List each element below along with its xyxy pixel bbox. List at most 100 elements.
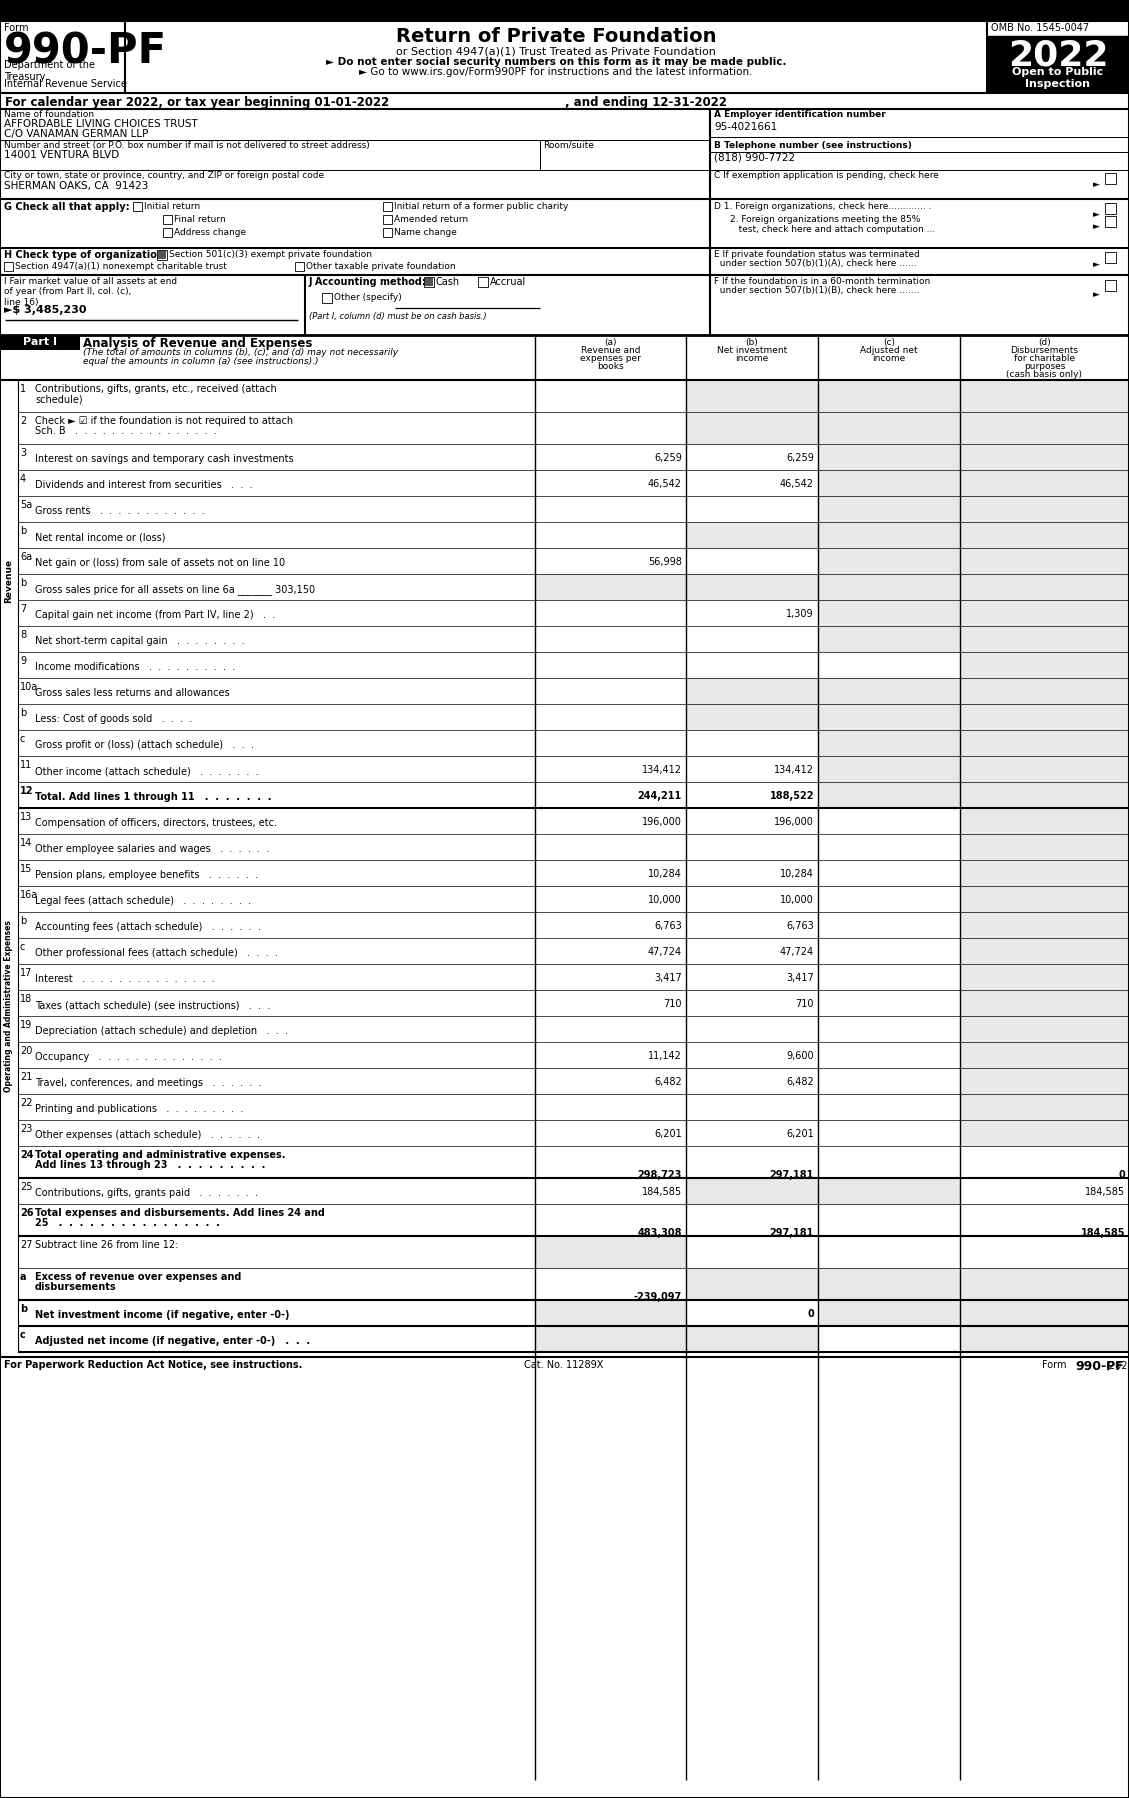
Text: Travel, conferences, and meetings   .  .  .  .  .  .: Travel, conferences, and meetings . . . … bbox=[35, 1079, 262, 1088]
Text: Cash: Cash bbox=[436, 277, 461, 288]
Text: Submission Date - 2023-11-09: Submission Date - 2023-11-09 bbox=[195, 4, 383, 13]
Text: 12: 12 bbox=[20, 786, 34, 797]
Text: 11,142: 11,142 bbox=[648, 1052, 682, 1061]
Bar bbox=[960, 782, 1129, 807]
Text: (2022): (2022) bbox=[1105, 1359, 1129, 1370]
Text: 2. Foreign organizations meeting the 85%: 2. Foreign organizations meeting the 85% bbox=[730, 216, 920, 225]
Bar bbox=[1105, 280, 1115, 291]
Text: Initial return: Initial return bbox=[145, 201, 200, 210]
Text: Revenue and: Revenue and bbox=[580, 345, 640, 354]
Text: 9: 9 bbox=[20, 656, 26, 665]
Text: Name of foundation: Name of foundation bbox=[5, 110, 94, 119]
Text: 3,417: 3,417 bbox=[786, 973, 814, 984]
Bar bbox=[960, 653, 1129, 678]
Bar bbox=[960, 1016, 1129, 1043]
Bar bbox=[686, 705, 819, 730]
Text: a: a bbox=[20, 1271, 26, 1282]
Text: under section 507(b)(1)(A), check here ......: under section 507(b)(1)(A), check here .… bbox=[714, 259, 917, 268]
Text: 19: 19 bbox=[20, 1019, 33, 1030]
Text: 4: 4 bbox=[20, 475, 26, 484]
Bar bbox=[960, 991, 1129, 1016]
Text: ►: ► bbox=[1093, 221, 1100, 230]
Text: purposes: purposes bbox=[1024, 361, 1065, 370]
Text: For calendar year 2022, or tax year beginning 01-01-2022: For calendar year 2022, or tax year begi… bbox=[5, 95, 390, 110]
Text: Excess of revenue over expenses and: Excess of revenue over expenses and bbox=[35, 1271, 242, 1282]
Bar bbox=[819, 548, 960, 574]
Text: Open to Public
Inspection: Open to Public Inspection bbox=[1013, 67, 1104, 88]
Bar bbox=[960, 912, 1129, 939]
Text: Income modifications   .  .  .  .  .  .  .  .  .  .: Income modifications . . . . . . . . . . bbox=[35, 662, 235, 672]
Text: 47,724: 47,724 bbox=[780, 948, 814, 957]
Text: 16a: 16a bbox=[20, 890, 38, 901]
Text: (b): (b) bbox=[745, 338, 759, 347]
Text: c: c bbox=[20, 942, 25, 951]
Text: Depreciation (attach schedule) and depletion   .  .  .: Depreciation (attach schedule) and deple… bbox=[35, 1027, 288, 1036]
Bar bbox=[960, 1068, 1129, 1093]
Text: 6a: 6a bbox=[20, 552, 32, 563]
Bar bbox=[1105, 203, 1115, 214]
Text: b: b bbox=[20, 708, 26, 717]
Bar bbox=[819, 755, 960, 782]
Text: J Accounting method:: J Accounting method: bbox=[309, 277, 427, 288]
Text: 7: 7 bbox=[20, 604, 26, 613]
Text: Other employee salaries and wages   .  .  .  .  .  .: Other employee salaries and wages . . . … bbox=[35, 843, 270, 854]
Text: 6,482: 6,482 bbox=[654, 1077, 682, 1088]
Text: Net short-term capital gain   .  .  .  .  .  .  .  .: Net short-term capital gain . . . . . . … bbox=[35, 636, 245, 645]
Text: Name change: Name change bbox=[394, 228, 457, 237]
Text: 990-PF: 990-PF bbox=[1075, 1359, 1123, 1374]
Bar bbox=[819, 444, 960, 469]
Text: 2: 2 bbox=[20, 415, 26, 426]
Text: test, check here and attach computation ...: test, check here and attach computation … bbox=[730, 225, 935, 234]
Text: 13: 13 bbox=[20, 813, 33, 822]
Text: 0: 0 bbox=[1118, 1170, 1124, 1179]
Text: or Section 4947(a)(1) Trust Treated as Private Foundation: or Section 4947(a)(1) Trust Treated as P… bbox=[396, 47, 716, 56]
Bar bbox=[819, 496, 960, 521]
Text: Adjusted net: Adjusted net bbox=[860, 345, 918, 354]
Text: (cash basis only): (cash basis only) bbox=[1006, 370, 1083, 379]
Bar bbox=[535, 1325, 686, 1352]
Text: 24: 24 bbox=[20, 1151, 34, 1160]
Text: 46,542: 46,542 bbox=[780, 478, 814, 489]
Text: ►: ► bbox=[1093, 180, 1100, 189]
Bar bbox=[960, 1043, 1129, 1068]
Text: b: b bbox=[20, 527, 26, 536]
Text: 184,585: 184,585 bbox=[1080, 1228, 1124, 1239]
Text: c: c bbox=[20, 1331, 26, 1340]
Text: Capital gain net income (from Part IV, line 2)   .  .: Capital gain net income (from Part IV, l… bbox=[35, 610, 275, 620]
Text: Pension plans, employee benefits   .  .  .  .  .  .: Pension plans, employee benefits . . . .… bbox=[35, 870, 259, 879]
Bar bbox=[686, 1268, 819, 1300]
Bar bbox=[686, 574, 819, 601]
Text: Compensation of officers, directors, trustees, etc.: Compensation of officers, directors, tru… bbox=[35, 818, 277, 829]
Bar bbox=[960, 574, 1129, 601]
Text: Adjusted net income (if negative, enter -0-)   .  .  .: Adjusted net income (if negative, enter … bbox=[35, 1336, 310, 1347]
Bar bbox=[478, 277, 488, 288]
Text: Other taxable private foundation: Other taxable private foundation bbox=[306, 263, 456, 271]
Text: 6,201: 6,201 bbox=[654, 1129, 682, 1138]
Text: C If exemption application is pending, check here: C If exemption application is pending, c… bbox=[714, 171, 939, 180]
Text: Subtract line 26 from line 12:: Subtract line 26 from line 12: bbox=[35, 1241, 178, 1250]
Text: Internal Revenue Service: Internal Revenue Service bbox=[5, 79, 126, 88]
Bar bbox=[819, 521, 960, 548]
Text: Amended return: Amended return bbox=[394, 216, 469, 225]
Text: equal the amounts in column (a) (see instructions).): equal the amounts in column (a) (see ins… bbox=[84, 358, 318, 367]
Text: Net gain or (loss) from sale of assets not on line 10: Net gain or (loss) from sale of assets n… bbox=[35, 557, 286, 568]
Bar bbox=[163, 216, 172, 225]
Text: efile GRAPHIC print: efile GRAPHIC print bbox=[5, 4, 126, 13]
Bar bbox=[425, 277, 434, 288]
Text: (Part I, column (d) must be on cash basis.): (Part I, column (d) must be on cash basi… bbox=[309, 313, 487, 322]
Text: income: income bbox=[873, 354, 905, 363]
Text: 47,724: 47,724 bbox=[648, 948, 682, 957]
Text: 15: 15 bbox=[20, 865, 33, 874]
Text: b: b bbox=[20, 577, 26, 588]
Text: Section 4947(a)(1) nonexempt charitable trust: Section 4947(a)(1) nonexempt charitable … bbox=[15, 263, 227, 271]
Bar bbox=[960, 964, 1129, 991]
Bar bbox=[819, 782, 960, 807]
Text: Analysis of Revenue and Expenses: Analysis of Revenue and Expenses bbox=[84, 336, 313, 351]
Text: G Check all that apply:: G Check all that apply: bbox=[5, 201, 130, 212]
Text: 20: 20 bbox=[20, 1046, 33, 1055]
Text: Form: Form bbox=[1042, 1359, 1070, 1370]
Text: Accounting fees (attach schedule)   .  .  .  .  .  .: Accounting fees (attach schedule) . . . … bbox=[35, 922, 261, 931]
Text: (d): (d) bbox=[1039, 338, 1051, 347]
Text: 6,763: 6,763 bbox=[786, 921, 814, 931]
Text: 6,259: 6,259 bbox=[654, 453, 682, 464]
